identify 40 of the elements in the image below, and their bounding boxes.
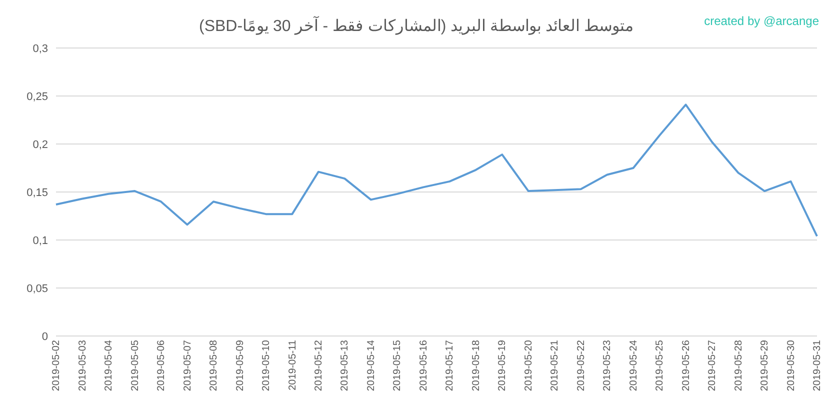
y-tick-label: 0,25 [26, 90, 48, 103]
line-series [55, 104, 818, 238]
x-tick-label: 2019-05-18 [470, 340, 482, 392]
x-tick-label: 2019-05-22 [576, 340, 587, 392]
x-tick-label: 2019-05-08 [208, 340, 220, 392]
x-tick-label: 2019-05-30 [786, 340, 797, 392]
x-tick-label: 2019-05-03 [77, 340, 88, 392]
y-tick-label: 0,05 [26, 282, 48, 295]
x-tick-label: 2019-05-23 [602, 340, 614, 392]
y-tick-label: 0,15 [26, 186, 48, 199]
y-tick-label: 0,3 [32, 42, 48, 55]
x-tick-label: 2019-05-26 [680, 340, 692, 392]
x-tick-label: 2019-05-17 [444, 340, 456, 392]
x-tick-label: 2019-05-04 [104, 340, 115, 392]
x-tick-label: 2019-05-15 [392, 340, 404, 392]
x-tick-label: 2019-05-07 [182, 340, 194, 392]
x-tick-label: 2019-05-12 [314, 340, 325, 392]
x-tick-label: 2019-05-16 [418, 340, 430, 392]
x-tick-label: 2019-05-09 [234, 340, 246, 392]
y-tick-label: 0 [42, 330, 48, 343]
x-tick-label: 2019-05-11 [287, 340, 298, 390]
x-tick-label: 2019-05-25 [654, 340, 666, 392]
x-tick-label: 2019-05-10 [261, 340, 272, 392]
x-tick-label: 2019-05-13 [340, 340, 351, 392]
y-tick-label: 0,1 [32, 234, 48, 247]
x-tick-label: 2019-05-02 [51, 340, 62, 392]
x-tick-label: 2019-05-19 [497, 340, 508, 392]
x-tick-label: 2019-05-27 [707, 340, 718, 392]
x-tick-label: 2019-05-06 [156, 340, 168, 392]
x-tick-label: 2019-05-21 [550, 340, 561, 392]
x-tick-label: 2019-05-28 [733, 340, 744, 392]
text: created by @arcange [704, 14, 819, 28]
x-tick-label: 2019-05-31 [812, 340, 824, 392]
y-tick-label: 0,2 [32, 138, 48, 151]
chart-title: متوسط العائد بواسطة البريد (المشاركات فقط - آخر 30 يومًا-SBD) [198, 18, 634, 35]
x-tick-label: 2019-05-05 [130, 340, 141, 392]
x-tick-label: 2019-05-14 [366, 340, 377, 392]
x-tick-label: 2019-05-20 [523, 340, 534, 392]
x-tick-label: 2019-05-29 [760, 340, 771, 392]
x-tick-label: 2019-05-24 [628, 340, 640, 392]
